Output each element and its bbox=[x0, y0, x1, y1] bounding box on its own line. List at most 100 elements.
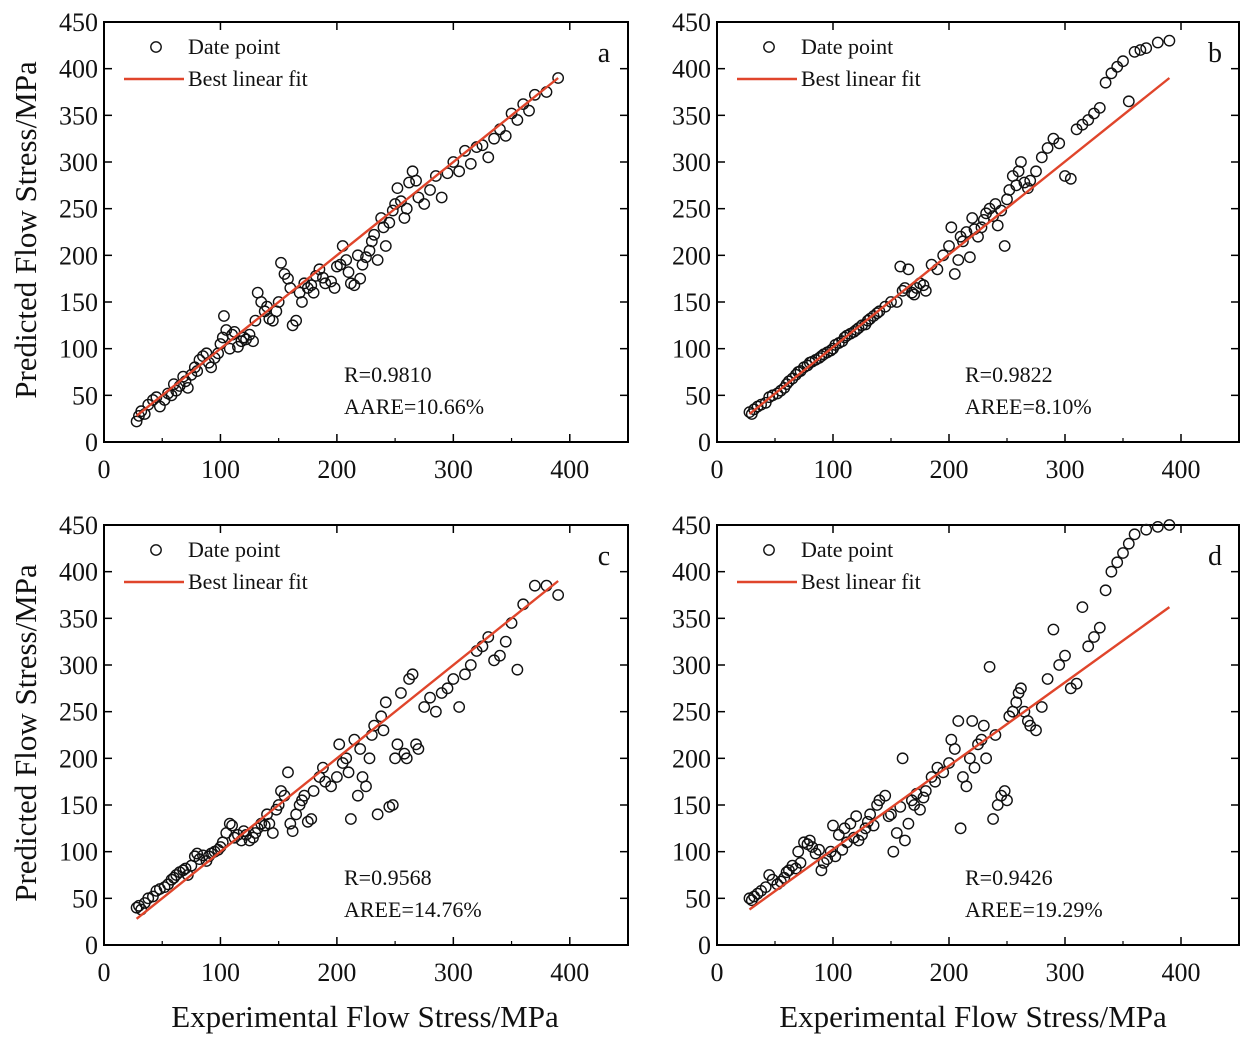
data-point bbox=[482, 151, 495, 164]
data-point bbox=[1088, 631, 1100, 643]
best-fit-line bbox=[135, 77, 559, 417]
data-point bbox=[850, 810, 863, 823]
data-point bbox=[365, 235, 378, 248]
y-tick-label: 400 bbox=[672, 558, 711, 587]
data-point bbox=[296, 296, 308, 308]
panel-a: 0 100 200 300 400 0 50 100 150 200 250 300 350 400 450… bbox=[59, 8, 629, 484]
data-point bbox=[1030, 165, 1042, 178]
y-tick-label: 200 bbox=[59, 241, 98, 270]
x-tick-label: 0 bbox=[711, 455, 724, 484]
y-tick-label: 200 bbox=[59, 744, 98, 773]
data-point bbox=[354, 272, 367, 285]
data-point bbox=[885, 808, 897, 821]
legend-label-points: Date point bbox=[188, 34, 280, 59]
data-point bbox=[1059, 170, 1071, 182]
data-point bbox=[552, 72, 565, 84]
data-point bbox=[488, 132, 500, 145]
data-point bbox=[351, 789, 364, 802]
data-point bbox=[391, 738, 404, 751]
y-tick-label: 400 bbox=[59, 558, 98, 587]
y-tick-label: 250 bbox=[59, 698, 98, 727]
x-tick-label: 200 bbox=[317, 455, 356, 484]
data-point bbox=[284, 817, 297, 830]
data-point bbox=[977, 719, 990, 732]
data-point bbox=[429, 170, 442, 182]
data-point bbox=[325, 780, 337, 793]
y-tick-label: 150 bbox=[59, 288, 98, 317]
data-point bbox=[1134, 44, 1147, 56]
data-point bbox=[844, 817, 857, 830]
y-tick-label: 50 bbox=[72, 884, 98, 913]
data-point bbox=[464, 659, 477, 671]
data-point bbox=[1015, 682, 1027, 695]
x-axis-title-right: Experimental Flow Stress/MPa bbox=[779, 999, 1167, 1034]
data-point bbox=[1064, 172, 1077, 185]
y-tick-label: 250 bbox=[672, 195, 711, 224]
data-point bbox=[351, 249, 364, 262]
data-point bbox=[1140, 523, 1153, 536]
data-point bbox=[1001, 794, 1013, 807]
data-point bbox=[325, 275, 337, 288]
data-point bbox=[890, 827, 903, 839]
data-point bbox=[464, 157, 477, 170]
data-point bbox=[952, 715, 965, 727]
data-point bbox=[908, 288, 921, 301]
data-point bbox=[882, 810, 895, 823]
data-point bbox=[919, 284, 932, 297]
data-point bbox=[386, 204, 399, 217]
data-point bbox=[1117, 547, 1129, 559]
data-point bbox=[511, 114, 524, 126]
data-point bbox=[1151, 36, 1164, 49]
y-tick-label: 450 bbox=[672, 511, 711, 540]
data-point bbox=[815, 864, 828, 877]
stat-annotation: R=0.9822 bbox=[965, 362, 1053, 387]
stat-annotation: AREE=8.10% bbox=[965, 394, 1092, 419]
data-point bbox=[1030, 724, 1042, 737]
data-point bbox=[305, 813, 318, 825]
data-point bbox=[377, 724, 390, 737]
data-point bbox=[1041, 673, 1054, 685]
y-tick-label: 200 bbox=[672, 241, 711, 270]
data-point bbox=[333, 738, 346, 751]
y-tick-label: 0 bbox=[85, 428, 98, 457]
best-fit-line bbox=[135, 580, 559, 920]
x-tick-label: 0 bbox=[98, 455, 111, 484]
data-point bbox=[342, 266, 355, 279]
data-point bbox=[371, 808, 384, 821]
plot-frame bbox=[716, 21, 1240, 443]
data-point bbox=[879, 789, 892, 802]
data-point bbox=[386, 799, 399, 811]
y-tick-label: 150 bbox=[59, 791, 98, 820]
stat-annotation: R=0.9426 bbox=[965, 865, 1053, 890]
y-tick-label: 400 bbox=[672, 55, 711, 84]
data-point bbox=[1041, 142, 1054, 154]
data-point bbox=[1047, 623, 1060, 636]
y-tick-label: 100 bbox=[59, 838, 98, 867]
data-point bbox=[998, 240, 1011, 252]
data-point bbox=[751, 887, 764, 900]
panel-d: 0 100 200 300 400 0 50 100 150 200 250 300 350 400 450… bbox=[672, 511, 1240, 987]
data-point bbox=[1082, 640, 1095, 653]
data-point bbox=[167, 378, 180, 391]
data-point bbox=[1105, 565, 1118, 578]
data-point bbox=[945, 221, 958, 234]
data-point bbox=[360, 251, 372, 264]
y-tick-label: 50 bbox=[72, 381, 98, 410]
x-tick-label: 300 bbox=[434, 958, 473, 987]
data-point bbox=[494, 649, 506, 662]
data-point bbox=[406, 668, 419, 681]
y-tick-label: 150 bbox=[672, 288, 711, 317]
data-point bbox=[806, 841, 819, 853]
panel-letter: c bbox=[598, 541, 610, 572]
data-point bbox=[1151, 520, 1164, 533]
data-point bbox=[1111, 60, 1124, 73]
data-point bbox=[1163, 519, 1176, 531]
data-point bbox=[914, 803, 926, 816]
data-point bbox=[379, 240, 392, 252]
data-point bbox=[167, 871, 180, 884]
y-tick-label: 350 bbox=[672, 604, 711, 633]
y-tick-label: 200 bbox=[672, 744, 711, 773]
data-point bbox=[499, 129, 512, 142]
data-point bbox=[887, 845, 900, 858]
data-point bbox=[1099, 584, 1112, 597]
